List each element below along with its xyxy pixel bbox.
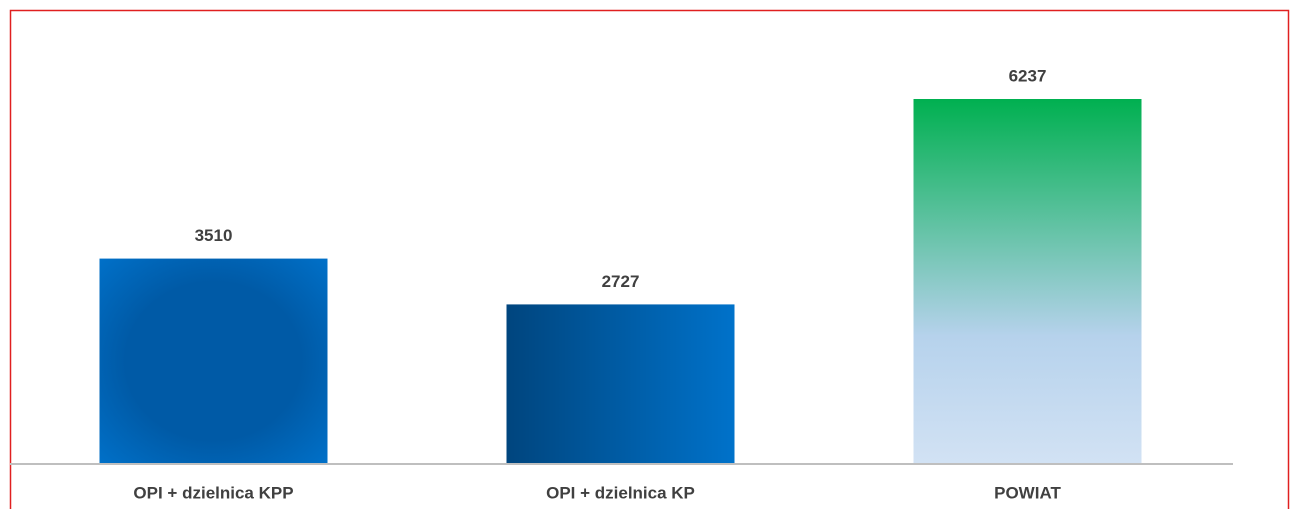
x-tick-label: POWIAT: [994, 483, 1061, 502]
x-tick-label: OPI + dzielnica KPP: [133, 483, 293, 502]
value-label: 2727: [602, 272, 640, 291]
x-tick-label: OPI + dzielnica KP: [546, 483, 695, 502]
bar: [506, 304, 735, 464]
frame: [9, 9, 1290, 509]
bar: [99, 258, 328, 464]
value-label: 6237: [1009, 66, 1047, 85]
bar: [913, 99, 1142, 464]
value-label: 3510: [195, 226, 233, 245]
